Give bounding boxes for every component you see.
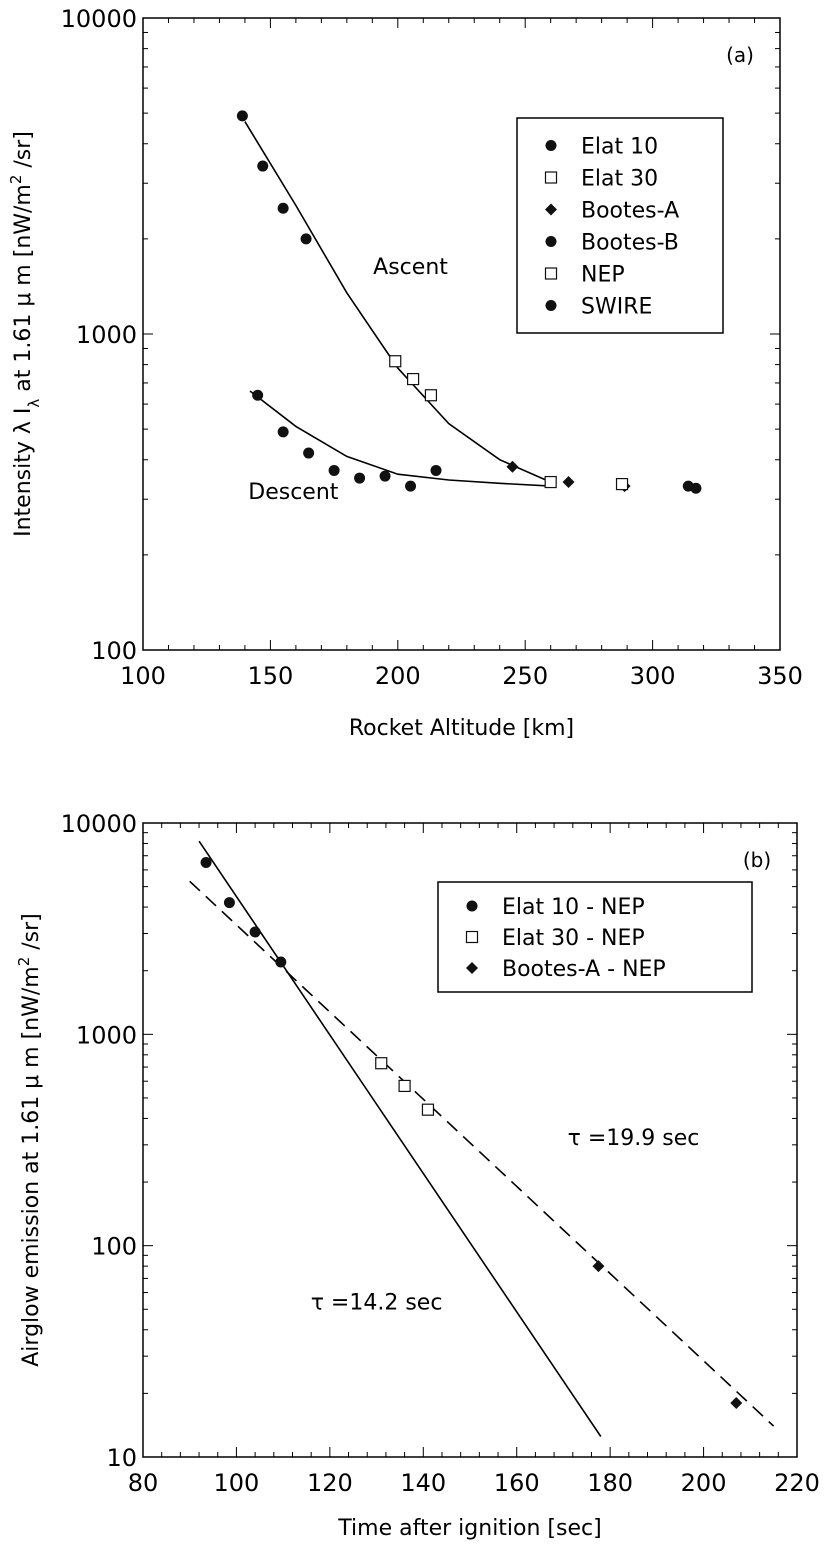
data-point xyxy=(303,447,315,459)
y-tick-label: 100 xyxy=(91,1233,137,1261)
fit-line xyxy=(189,880,775,1427)
annotation: τ =14.2 sec xyxy=(311,1290,443,1315)
x-tick-label: 80 xyxy=(128,1469,159,1497)
legend-marker xyxy=(544,171,558,184)
y-tick-label: 10000 xyxy=(61,810,137,838)
y-tick-label: 1000 xyxy=(76,321,137,349)
x-tick-label: 180 xyxy=(587,1469,633,1497)
data-point xyxy=(592,1260,605,1273)
x-tick-label: 250 xyxy=(502,662,548,690)
legend-label: Elat 10 xyxy=(581,135,658,160)
panel-label: (a) xyxy=(726,43,754,67)
x-tick-label: 300 xyxy=(630,662,676,690)
data-point xyxy=(328,464,340,476)
x-tick-label: 200 xyxy=(375,662,421,690)
legend-box xyxy=(516,117,724,334)
data-point xyxy=(562,476,575,489)
data-series xyxy=(200,857,287,968)
data-point xyxy=(615,477,629,491)
legend-label: Elat 10 - NEP xyxy=(502,895,645,920)
data-point xyxy=(300,233,312,245)
fit-line xyxy=(198,840,602,1437)
data-point xyxy=(236,110,248,122)
legend-marker xyxy=(466,900,478,912)
data-point xyxy=(252,389,264,401)
legend-label: NEP xyxy=(581,263,625,288)
data-point xyxy=(249,926,261,938)
legend-marker xyxy=(545,300,557,311)
data-series xyxy=(592,1260,743,1410)
fit-line xyxy=(244,121,552,483)
x-tick-label: 220 xyxy=(774,1469,820,1497)
data-series xyxy=(544,475,629,491)
legend-marker xyxy=(545,203,557,216)
y-tick-label: 10000 xyxy=(61,5,137,33)
data-point xyxy=(277,426,289,438)
data-point xyxy=(277,202,289,214)
legend-marker xyxy=(544,267,558,280)
data-point xyxy=(430,464,442,476)
data-point xyxy=(405,480,417,492)
legend-label: Elat 30 - NEP xyxy=(502,926,645,951)
data-point xyxy=(354,472,366,484)
x-tick-label: 120 xyxy=(307,1469,353,1497)
y-tick-label: 10 xyxy=(106,1444,137,1472)
legend-marker xyxy=(465,930,479,944)
x-axis-label: Time after ignition [sec] xyxy=(337,1516,601,1541)
annotation: τ =19.9 sec xyxy=(568,1126,700,1151)
data-series xyxy=(506,460,631,493)
data-point xyxy=(223,897,235,909)
legend-marker xyxy=(545,236,557,247)
data-point xyxy=(389,355,402,368)
x-tick-label: 100 xyxy=(120,662,166,690)
x-tick-label: 100 xyxy=(214,1469,260,1497)
x-tick-label: 150 xyxy=(247,662,293,690)
legend-marker xyxy=(466,962,478,974)
x-axis-label: Rocket Altitude [km] xyxy=(349,716,574,741)
data-point xyxy=(275,956,287,968)
data-point xyxy=(375,1057,388,1070)
data-series xyxy=(236,110,312,245)
data-series xyxy=(389,355,438,402)
data-point xyxy=(379,470,391,482)
fit-line xyxy=(249,390,551,487)
legend-label: Bootes-A - NEP xyxy=(502,957,666,982)
data-point xyxy=(257,160,269,172)
data-point xyxy=(730,1397,743,1410)
plot-frame xyxy=(142,822,798,1458)
data-point xyxy=(690,482,702,494)
legend-label: SWIRE xyxy=(581,295,652,320)
x-tick-label: 200 xyxy=(681,1469,727,1497)
legend-marker xyxy=(545,140,557,151)
x-tick-label: 350 xyxy=(757,662,803,690)
legend-box xyxy=(437,881,753,993)
x-tick-label: 160 xyxy=(494,1469,540,1497)
data-series xyxy=(252,389,442,492)
legend-label: Bootes-A xyxy=(581,199,679,224)
data-point xyxy=(544,475,557,489)
y-tick-label: 1000 xyxy=(76,1021,137,1049)
data-point xyxy=(200,857,212,869)
legend-label: Bootes-B xyxy=(581,231,679,256)
y-axis-label: Airglow emission at 1.61 μ m [nW/m2 /sr] xyxy=(15,913,44,1367)
y-axis-label: Intensity λ Iλ at 1.61 μ m [nW/m2 /sr] xyxy=(7,131,43,537)
data-point xyxy=(421,1103,435,1116)
panel-label: (b) xyxy=(743,848,771,872)
y-tick-label: 100 xyxy=(91,637,137,665)
data-point xyxy=(424,389,438,402)
data-point xyxy=(406,372,420,386)
legend-label: Elat 30 xyxy=(581,167,658,192)
data-point xyxy=(506,460,519,473)
chart-panel-b: 80 100 120 140 160 180 200 220 10 100 1000 10000 Tim… xyxy=(15,810,820,1541)
legend: Elat 10 Elat 30 Bootes-A Bootes-B NEP SWIRE xyxy=(516,117,724,334)
chart-panel-a: 100 150 200 250 300 350 100 1000 10000 Rocket Alt… xyxy=(7,5,803,741)
data-series xyxy=(375,1057,435,1116)
annotation: Descent xyxy=(248,480,339,505)
data-point xyxy=(398,1079,411,1093)
x-tick-label: 140 xyxy=(400,1469,446,1497)
annotation: Ascent xyxy=(373,255,448,280)
data-series xyxy=(682,480,702,494)
legend: Elat 10 - NEP Elat 30 - NEP Bootes-A - NEP xyxy=(437,881,753,993)
